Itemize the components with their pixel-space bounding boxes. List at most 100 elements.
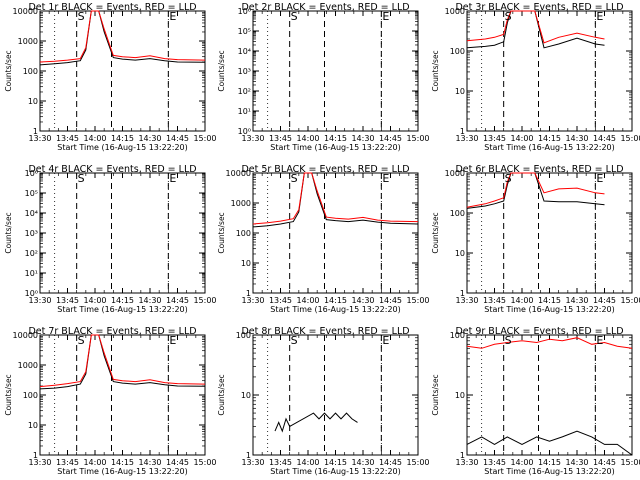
interval-marker-label: E (169, 10, 176, 23)
x-tick-label: 15:00 (406, 134, 429, 143)
y-tick-label: 100 (450, 331, 465, 340)
x-axis-label: Start Time (16-Aug-15 13:22:20) (57, 305, 188, 314)
y-tick-label: 1000 (231, 199, 251, 208)
interval-marker-label: S (291, 10, 298, 23)
y-axis-label: Counts/sec (4, 374, 13, 415)
x-tick-label: 14:45 (166, 458, 189, 467)
x-tick-label: 13:45 (269, 296, 292, 305)
chart-panel: Det 1r BLACK = Events, RED = LLD Counts/s… (4, 2, 217, 152)
x-tick-label: 14:30 (138, 134, 161, 143)
x-tick-label: 13:45 (483, 296, 506, 305)
events-series-line (39, 334, 206, 390)
interval-marker-label: S (505, 334, 512, 347)
y-tick-label: 100 (236, 229, 251, 238)
x-tick-label: 15:00 (193, 134, 216, 143)
x-tick-label: 13:45 (483, 134, 506, 143)
x-tick-label: 14:00 (510, 296, 533, 305)
x-axis-label: Start Time (16-Aug-15 13:22:20) (484, 305, 615, 314)
y-tick-label: 10⁴ (25, 209, 38, 218)
y-tick-label: 10² (25, 249, 38, 258)
x-tick-label: 14:00 (83, 458, 106, 467)
events-series-line (39, 10, 206, 66)
interval-marker-label: E (382, 334, 389, 347)
x-tick-label: 13:45 (483, 458, 506, 467)
y-tick-label: 10000 (226, 169, 251, 178)
x-tick-label: 14:15 (538, 458, 561, 467)
x-tick-label: 14:15 (111, 296, 134, 305)
y-tick-label: 1 (33, 451, 38, 460)
x-tick-label: 15:00 (193, 296, 216, 305)
x-axis-label: Start Time (16-Aug-15 13:22:20) (57, 143, 188, 152)
x-tick-label: 14:30 (565, 134, 588, 143)
y-tick-label: 10 (455, 87, 465, 96)
y-tick-label: 1 (460, 451, 465, 460)
y-tick-label: 10² (238, 87, 251, 96)
interval-marker-label: E (596, 172, 603, 185)
x-tick-label: 15:00 (620, 296, 640, 305)
chart-title: Det 1r BLACK = Events, RED = LLD (28, 2, 196, 13)
y-tick-label: 100 (23, 67, 38, 76)
x-axis-label: Start Time (16-Aug-15 13:22:20) (270, 467, 401, 476)
events-series-line (466, 430, 633, 456)
x-tick-label: 14:15 (324, 134, 347, 143)
y-tick-label: 1 (460, 127, 465, 136)
x-tick-label: 14:00 (296, 134, 319, 143)
x-tick-label: 14:15 (324, 458, 347, 467)
x-tick-label: 14:00 (83, 134, 106, 143)
y-tick-label: 10 (241, 391, 251, 400)
y-tick-label: 10³ (25, 229, 38, 238)
chart-title: Det 5r BLACK = Events, RED = LLD (241, 164, 409, 175)
lld-series-line (252, 172, 419, 225)
x-tick-label: 15:00 (406, 458, 429, 467)
x-tick-label: 14:00 (83, 296, 106, 305)
x-tick-label: 14:45 (593, 458, 616, 467)
x-tick-label: 15:00 (193, 458, 216, 467)
y-tick-label: 1000 (445, 7, 465, 16)
chart-title: Det 7r BLACK = Events, RED = LLD (28, 326, 196, 337)
x-tick-label: 15:00 (620, 458, 640, 467)
y-tick-label: 10¹ (25, 269, 38, 278)
plot-frame (39, 172, 206, 294)
x-tick-label: 14:00 (510, 458, 533, 467)
plot-frame (39, 334, 206, 456)
x-tick-label: 14:15 (111, 458, 134, 467)
interval-marker-label: E (596, 334, 603, 347)
y-tick-label: 1000 (445, 169, 465, 178)
y-tick-label: 10⁰ (238, 127, 251, 136)
x-tick-label: 14:45 (166, 134, 189, 143)
y-tick-label: 1000 (18, 37, 38, 46)
y-axis-label: Counts/sec (217, 50, 226, 91)
chart-panel: Det 4r BLACK = Events, RED = LLD Counts/s… (4, 164, 217, 314)
x-tick-label: 14:15 (324, 296, 347, 305)
interval-marker-label: E (169, 334, 176, 347)
interval-marker-label: S (78, 334, 85, 347)
y-tick-label: 10⁵ (25, 189, 38, 198)
x-tick-label: 14:30 (351, 296, 374, 305)
x-tick-label: 14:30 (138, 458, 161, 467)
plot-frame (39, 10, 206, 132)
x-axis-label: Start Time (16-Aug-15 13:22:20) (270, 305, 401, 314)
plot-frame (252, 10, 419, 132)
x-tick-label: 14:45 (593, 134, 616, 143)
plot-frame (252, 172, 419, 294)
chart-panel: Det 9r BLACK = Events, RED = LLD Counts/s… (431, 326, 640, 476)
chart-panel: Det 2r BLACK = Events, RED = LLD Counts/s… (217, 2, 430, 152)
x-tick-label: 14:45 (379, 134, 402, 143)
x-tick-label: 13:30 (28, 458, 51, 467)
x-tick-label: 14:15 (538, 134, 561, 143)
y-tick-label: 10000 (13, 331, 38, 340)
interval-marker-label: S (291, 334, 298, 347)
x-tick-label: 14:45 (379, 296, 402, 305)
chart-title: Det 3r BLACK = Events, RED = LLD (455, 2, 623, 13)
x-axis-label: Start Time (16-Aug-15 13:22:20) (484, 143, 615, 152)
y-tick-label: 100 (450, 47, 465, 56)
lld-series-line (39, 10, 206, 63)
y-tick-label: 10¹ (238, 107, 251, 116)
y-tick-label: 10⁵ (238, 27, 251, 36)
y-tick-label: 1000 (18, 361, 38, 370)
x-tick-label: 13:30 (455, 134, 478, 143)
y-tick-label: 10 (455, 249, 465, 258)
chart-title: Det 8r BLACK = Events, RED = LLD (241, 326, 409, 337)
lld-series-line (466, 172, 605, 208)
